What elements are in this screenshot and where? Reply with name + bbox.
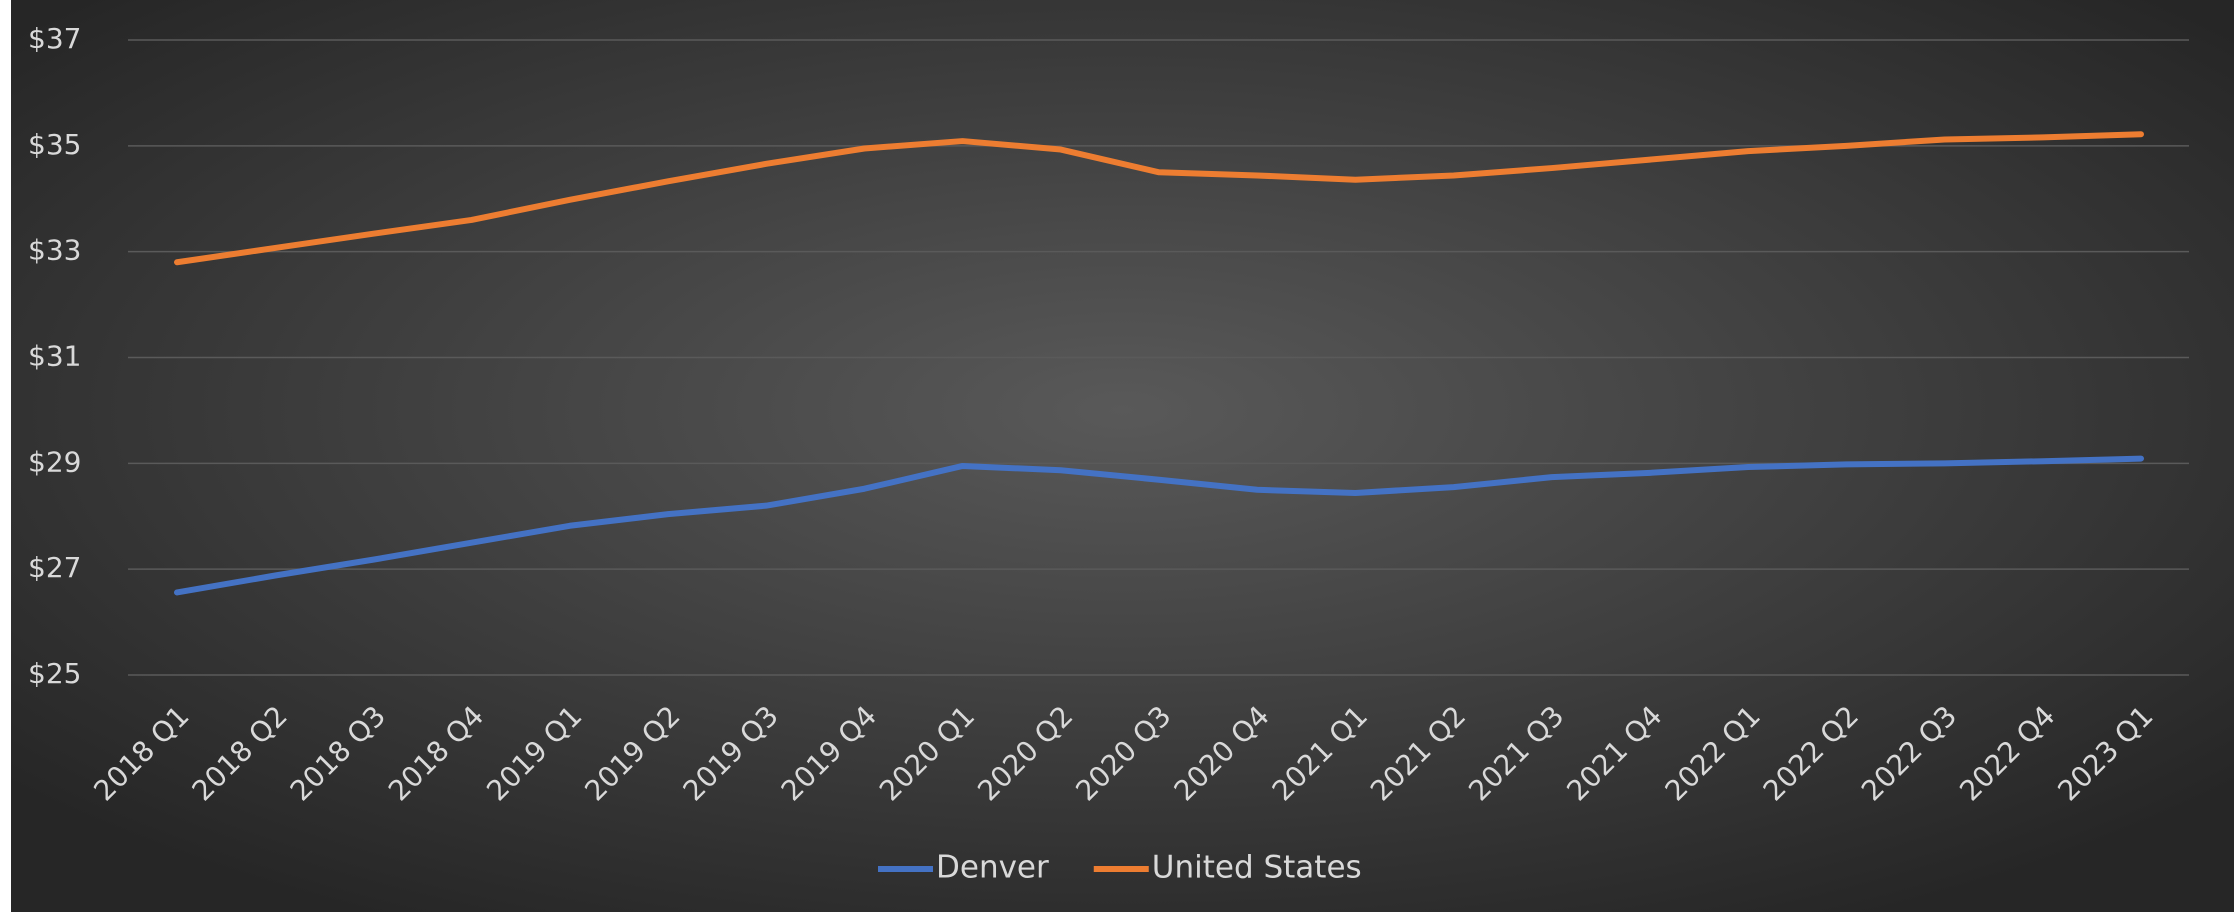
y-tick-label: $27	[28, 551, 81, 584]
y-tick-label: $29	[28, 445, 81, 478]
y-tick-label: $35	[28, 128, 81, 161]
y-tick-label: $31	[28, 340, 81, 373]
y-tick-label: $25	[28, 657, 81, 690]
series-line	[174, 455, 2144, 596]
legend-label: Denver	[936, 850, 1049, 886]
y-tick-label: $33	[28, 234, 81, 267]
series-line	[174, 131, 2144, 266]
legend-label: United States	[1152, 850, 1362, 886]
chart-background	[11, 0, 2234, 912]
y-tick-label: $37	[28, 22, 81, 55]
